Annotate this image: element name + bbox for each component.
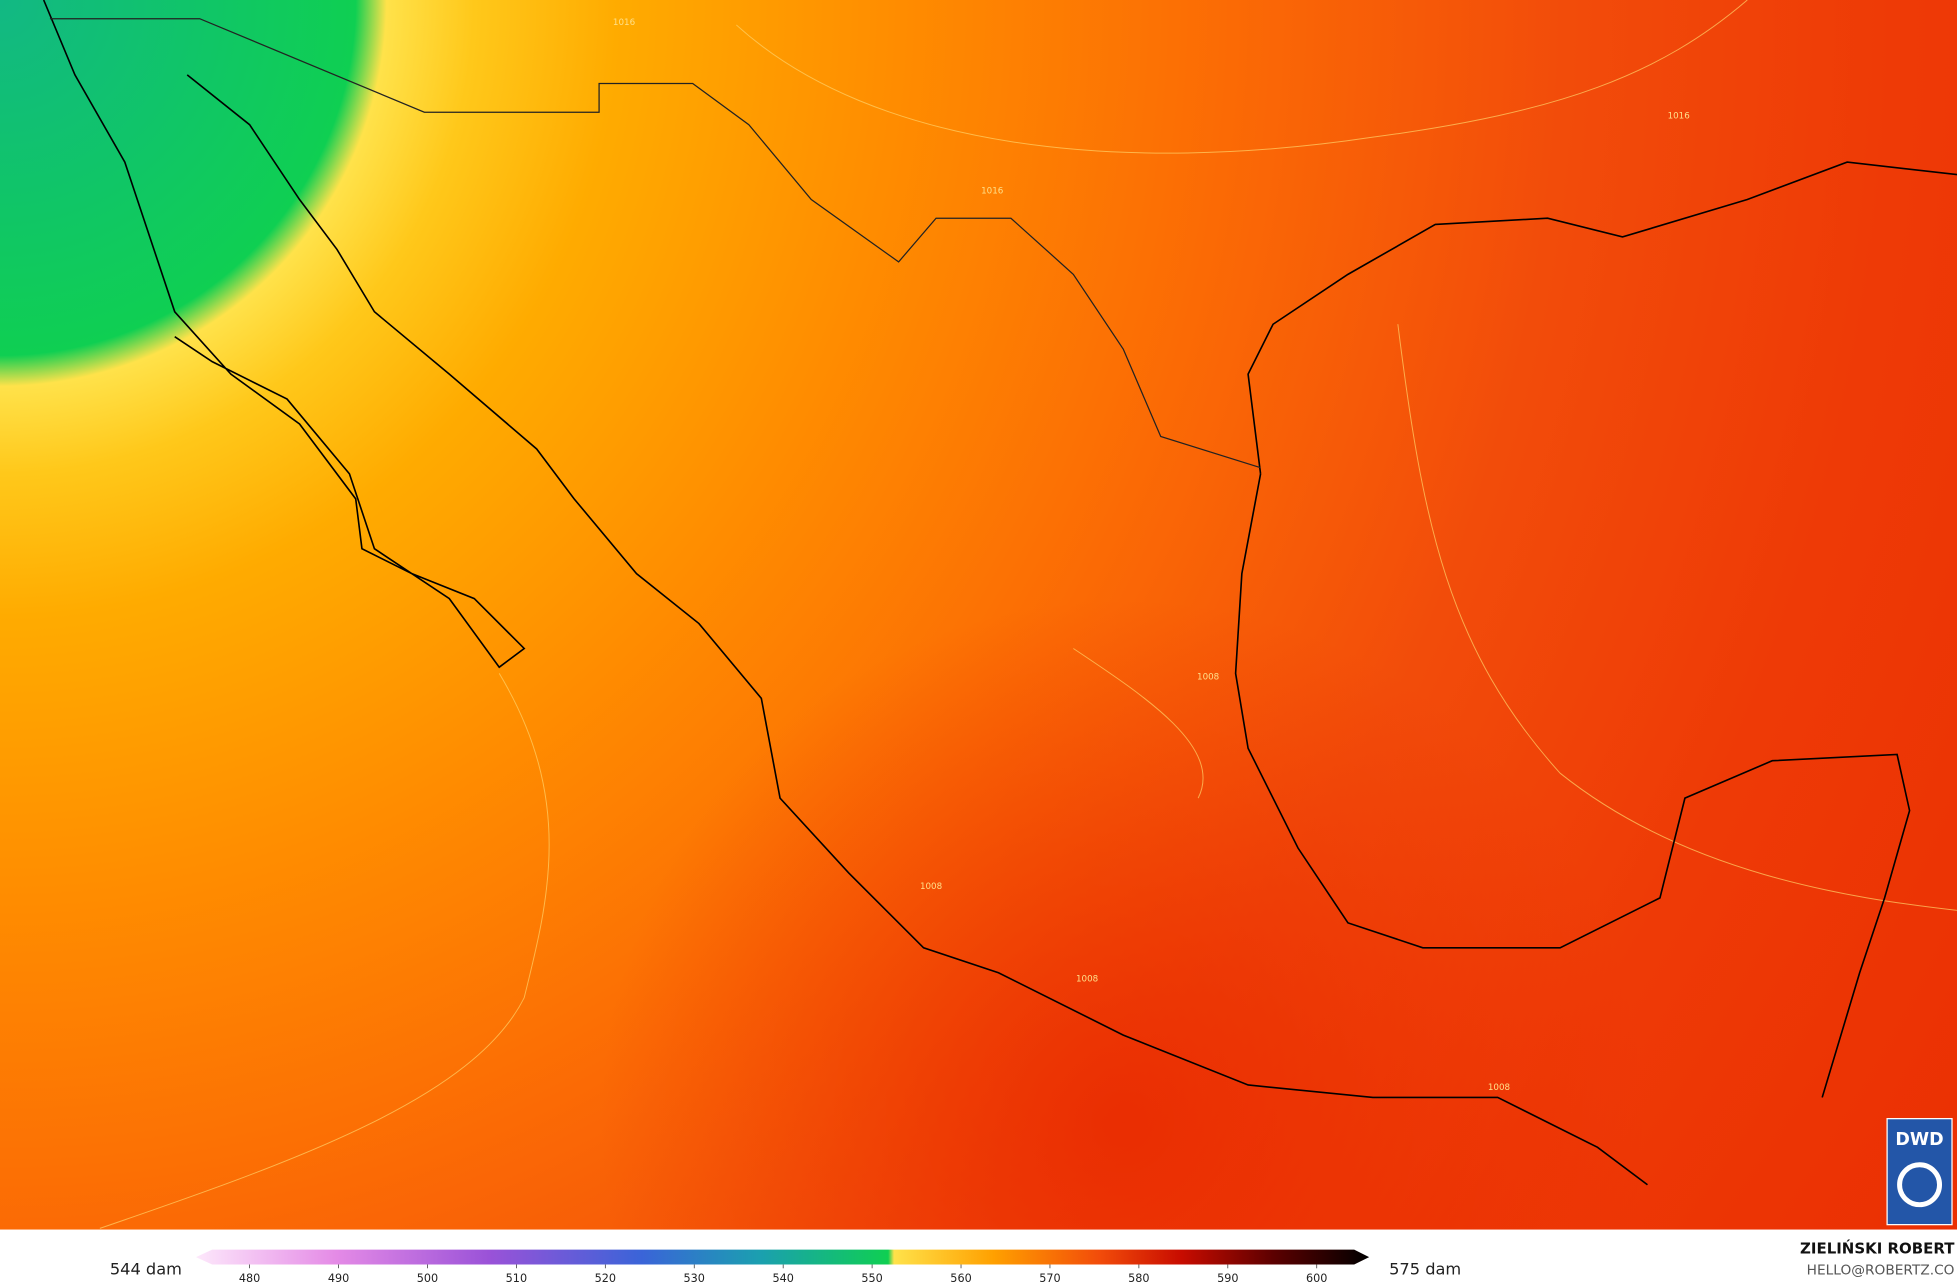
email: HELLO@ROBERTZ.CO	[1807, 1263, 1955, 1279]
contour-label: 1008	[1076, 974, 1098, 984]
coastlines	[42, 0, 1957, 1186]
colorbar	[195, 1249, 1370, 1265]
contour-label: 1008	[1197, 673, 1219, 683]
logo-swirl	[1897, 1162, 1943, 1208]
borders	[49, 18, 1261, 469]
colorbar-tick-label: 550	[861, 1272, 882, 1285]
contour-label: 1016	[981, 186, 1003, 196]
warm-core	[0, 0, 1957, 1230]
colorbar-tick-label: 480	[239, 1272, 260, 1285]
colorbar-tick-label: 510	[506, 1272, 527, 1285]
colorbar-tick-label: 530	[684, 1272, 705, 1285]
colorbar-tick-label: 520	[595, 1272, 616, 1285]
colorbar-tick-label: 600	[1306, 1272, 1327, 1285]
logo: DWD	[1895, 1130, 1943, 1150]
colorbar-tick-label: 570	[1039, 1272, 1060, 1285]
colorbar-tick-label: 500	[417, 1272, 438, 1285]
colorbar-max-label: 575 dam	[1389, 1260, 1461, 1279]
author: ZIELIŃSKI ROBERT	[1800, 1238, 1955, 1257]
colorbar-tick-label: 490	[328, 1272, 349, 1285]
contour-label: 1016	[1668, 111, 1690, 121]
colorbar-tick-label: 590	[1217, 1272, 1238, 1285]
colorbar-min-label: 544 dam	[110, 1260, 182, 1279]
contour-label: 1008	[920, 882, 942, 892]
contour-label: 1016	[613, 18, 635, 28]
colorbar-tick-label: 540	[772, 1272, 793, 1285]
colorbar-tick-label: 560	[950, 1272, 971, 1285]
colorbar-tick-label: 580	[1128, 1272, 1149, 1285]
isobars	[99, 0, 1957, 1229]
contour-label: 1008	[1488, 1083, 1510, 1093]
